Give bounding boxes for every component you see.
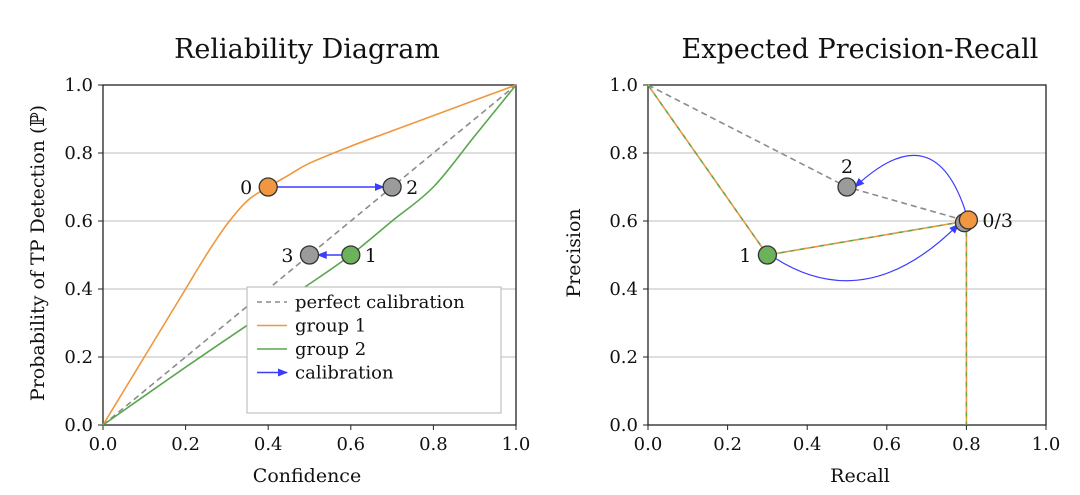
- x-tick-label: 0.8: [419, 434, 448, 455]
- series-line-perfect-calibration: [102, 84, 517, 426]
- legend-label: perfect calibration: [295, 292, 465, 313]
- x-tick-label: 0.0: [89, 434, 118, 455]
- x-tick-label: 0.2: [713, 434, 742, 455]
- y-tick-label: 0.4: [609, 279, 638, 300]
- data-point: [958, 210, 979, 230]
- plot-area: 0.0 0.2 0.4 0.6 0.8 1.0 0.0 0.2 0.4 0.6 0.8 1.0 0 2 3 1: [64, 75, 530, 455]
- legend-label: group 1: [295, 316, 366, 337]
- calibration-curved-arrow: [854, 154, 967, 215]
- point-label: 1: [365, 245, 377, 267]
- point-label: 0: [240, 177, 252, 199]
- legend-box: [246, 286, 502, 414]
- legend-label: group 2: [295, 339, 366, 360]
- point-label: 1: [739, 245, 751, 267]
- series-line-orange-dashed: [647, 84, 968, 425]
- data-point: [837, 177, 857, 197]
- y-tick-label: 1.0: [609, 75, 638, 96]
- plot-area: 0.0 0.2 0.4 0.6 0.8 1.0 0.0 0.2 0.4 0.6 0.8 1.0 2 1 0/…: [609, 75, 1060, 455]
- y-tick-label: 0.0: [64, 415, 93, 436]
- data-point: [382, 177, 402, 197]
- chart-title: Expected Precision-Recall: [682, 34, 1039, 65]
- y-tick-label: 0.6: [64, 211, 93, 232]
- reliability-diagram: Reliability Diagram 0.00.20.40.60.81.00.…: [27, 34, 530, 487]
- chart-title: Reliability Diagram: [174, 34, 440, 65]
- y-tick-label: 0.8: [609, 143, 638, 164]
- point-label: 2: [406, 177, 418, 199]
- x-tick-label: 0.6: [872, 434, 901, 455]
- y-axis-label: Probability of TP Detection (ℙ): [27, 105, 49, 401]
- data-point: [341, 245, 361, 265]
- y-tick-label: 0.2: [64, 347, 93, 368]
- x-tick-label: 0.8: [952, 434, 981, 455]
- y-tick-label: 0.6: [609, 211, 638, 232]
- x-axis-label: Confidence: [253, 465, 361, 487]
- x-tick-label: 1.0: [502, 434, 531, 455]
- x-axis-label: Recall: [830, 465, 890, 487]
- series-line-group-1: [102, 84, 517, 426]
- data-point: [299, 245, 320, 265]
- x-tick-label: 0.4: [793, 434, 822, 455]
- point-label: 3: [281, 245, 293, 267]
- y-tick-label: 0.2: [609, 347, 638, 368]
- y-axis-label: Precision: [563, 208, 585, 297]
- x-tick-label: 1.0: [1032, 434, 1061, 455]
- data-point: [258, 177, 278, 197]
- plot-frame: [647, 84, 1047, 426]
- y-tick-label: 0.8: [64, 143, 93, 164]
- x-tick-label: 0.2: [171, 434, 200, 455]
- point-label: 2: [841, 156, 853, 178]
- y-tick-label: 1.0: [64, 75, 93, 96]
- x-tick-label: 0.0: [634, 434, 663, 455]
- series-line-green-dashed: [647, 84, 968, 425]
- calibration-curved-arrow: [775, 223, 960, 282]
- point-label: 0/3: [982, 210, 1013, 232]
- x-tick-label: 0.6: [336, 434, 365, 455]
- legend-label: calibration: [295, 363, 394, 384]
- data-point: [757, 245, 778, 265]
- plot-frame: [102, 84, 517, 426]
- y-tick-label: 0.4: [64, 279, 93, 300]
- x-tick-label: 0.4: [254, 434, 283, 455]
- y-tick-label: 0.0: [609, 415, 638, 436]
- expected-precision-recall: Expected Precision-Recall 0.00.20.40.60.…: [563, 34, 1060, 487]
